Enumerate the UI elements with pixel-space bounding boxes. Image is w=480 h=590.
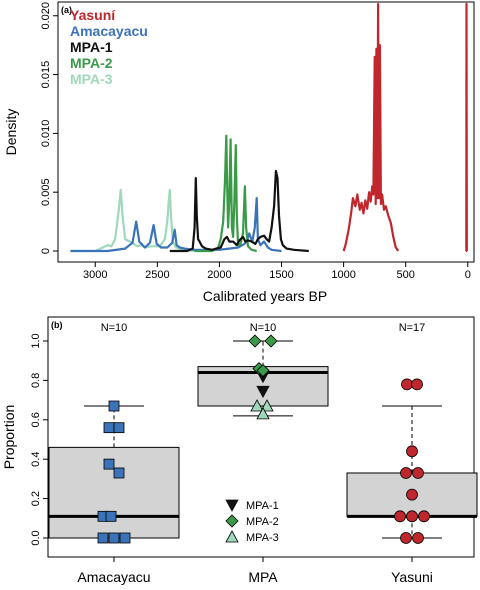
point-amacayacu <box>103 422 115 434</box>
point-mpa-2 <box>256 363 270 378</box>
point-yasuni <box>411 378 423 391</box>
point-amacayacu <box>108 532 120 544</box>
x-category-amacayacu: Amacayacu <box>77 569 150 585</box>
point-yasuni <box>406 510 418 523</box>
point-amacayacu <box>113 467 125 479</box>
density-line-yasuni-0 <box>342 2 400 252</box>
point-mpa-1 <box>256 385 270 399</box>
point-mpa-2 <box>264 334 278 348</box>
density-line-mpa-3 <box>70 188 195 253</box>
legend-amacayacu: Amacayacu <box>70 23 148 39</box>
point-yasuni <box>401 378 413 391</box>
panel-b-label: (b) <box>51 320 63 330</box>
y-tick-label: 0.015 <box>40 61 52 89</box>
n-label-mpa: N=10 <box>250 322 277 334</box>
y-tick-label: 0.4 <box>30 452 42 467</box>
density-y-axis-title: Density <box>3 109 19 156</box>
density-line-mpa-2 <box>194 134 257 253</box>
point-yasuni <box>412 467 424 479</box>
point-amacayacu <box>103 458 115 470</box>
point-amacayacu <box>105 510 117 522</box>
point-mpa-3 <box>256 407 270 420</box>
panel-a-label: (a) <box>61 5 72 15</box>
point-yasuni <box>418 510 430 523</box>
density-line-yasuni-1 <box>465 2 468 253</box>
x-category-mpa: MPA <box>248 569 278 585</box>
point-mpa-3 <box>260 399 274 412</box>
density-x-axis: 3000 2500 2000 1500 1000 500 0 <box>83 262 471 281</box>
proportion-x-axis: Amacayacu MPA Yasuni <box>77 557 433 585</box>
y-tick-label: 0.2 <box>30 491 42 506</box>
n-label-amacayacu: N=10 <box>101 322 128 334</box>
legend-marker-mpa-2 <box>225 514 239 528</box>
legend-mpa-2: MPA-2 <box>70 55 113 71</box>
y-tick-label: 0.8 <box>30 373 42 388</box>
legend-marker-mpa-3 <box>225 530 239 543</box>
point-mpa-2 <box>248 334 262 348</box>
y-tick-label: 0.005 <box>40 178 52 206</box>
point-amacayacu <box>108 400 120 412</box>
point-yasuni <box>400 532 412 544</box>
density-panel: (a) 3000 2500 2000 1500 1000 500 0 0 0.005 0.010… <box>3 1 475 304</box>
legend-marker-mpa-1 <box>225 499 239 512</box>
proportion-y-axis-title: Proportion <box>1 405 17 470</box>
point-yasuni <box>406 488 418 501</box>
x-tick-label: 1000 <box>331 269 355 281</box>
point-mpa-3 <box>250 399 264 412</box>
x-tick-label: 0 <box>465 269 471 281</box>
mpa-legend: MPA-1 MPA-2 MPA-3 <box>225 499 279 544</box>
x-tick-label: 2500 <box>145 269 169 281</box>
point-yasuni <box>394 510 406 523</box>
y-tick-label: 0.0 <box>30 530 42 545</box>
density-line-amacayacu <box>70 197 282 253</box>
legend-label-mpa-3: MPA-3 <box>246 532 279 544</box>
point-amacayacu <box>113 422 125 434</box>
x-tick-label: 500 <box>397 269 415 281</box>
y-tick-label: 0 <box>40 248 52 254</box>
x-tick-label: 3000 <box>83 269 107 281</box>
x-tick-label: 2000 <box>207 269 231 281</box>
legend-label-mpa-2: MPA-2 <box>246 516 279 528</box>
point-yasuni <box>412 532 424 544</box>
x-category-yasuni: Yasuni <box>391 569 433 585</box>
point-amacayacu <box>119 532 131 544</box>
density-y-axis: 0 0.005 0.010 0.015 0.020 <box>40 2 58 254</box>
y-tick-label: 1.0 <box>30 333 42 348</box>
proportion-y-axis: 0.0 0.2 0.4 0.6 0.8 1.0 <box>30 333 48 546</box>
n-label-yasuni: N=17 <box>399 322 426 334</box>
point-yasuni <box>400 467 412 479</box>
point-yasuni <box>406 445 418 458</box>
y-tick-label: 0.6 <box>30 412 42 427</box>
proportion-panel: (b) 0.0 0.2 0.4 0.6 0.8 1.0 Amacayacu MPA Yasun… <box>1 316 478 585</box>
y-tick-label: 0.020 <box>40 2 52 30</box>
sample-size-labels: N=10 N=10 N=17 <box>101 322 426 334</box>
y-tick-label: 0.010 <box>40 120 52 148</box>
density-line-mpa-1 <box>169 169 309 253</box>
legend-label-mpa-1: MPA-1 <box>246 500 279 512</box>
proportion-points <box>97 334 430 544</box>
density-plot-frame <box>57 1 475 263</box>
legend-mpa-3: MPA-3 <box>70 71 113 87</box>
proportion-plot-frame <box>47 316 475 558</box>
legend-mpa-1: MPA-1 <box>70 39 113 55</box>
x-tick-label: 1500 <box>269 269 293 281</box>
legend-yasuni: Yasuní <box>70 7 116 23</box>
density-x-axis-title: Calibrated years BP <box>203 288 328 304</box>
density-curves <box>70 2 468 253</box>
point-amacayacu <box>97 532 109 544</box>
